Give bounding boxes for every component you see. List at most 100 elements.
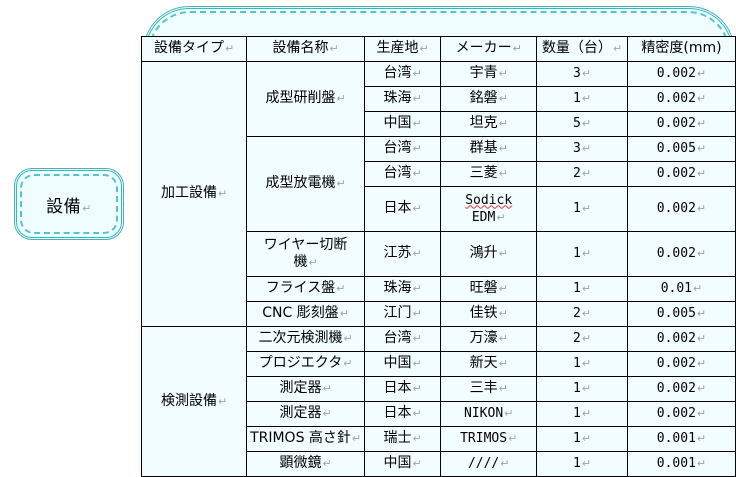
- cell-quantity[interactable]: 1↵: [536, 351, 628, 377]
- table-row[interactable]: フライス盤↵ 珠海↵ 旺磐↵ 1↵ 0.01↵: [142, 276, 736, 302]
- cell-equipment-name[interactable]: ワイヤー切断 機↵: [246, 231, 366, 277]
- cell-precision[interactable]: 0.002↵: [626, 351, 736, 377]
- cell-equipment-name[interactable]: 測定器↵: [246, 376, 366, 402]
- cell-equipment-name[interactable]: フライス盤↵: [246, 276, 366, 302]
- cell-equipment-name[interactable]: 成型研削盤↵: [246, 61, 366, 137]
- table-row[interactable]: 検測設備↵ 二次元検測機↵ 台湾↵ 万濠↵ 2↵ 0.002↵: [140, 326, 736, 477]
- cell-maker[interactable]: 三丰↵: [440, 376, 538, 402]
- header-cell-maker[interactable]: メーカー↵: [440, 36, 538, 62]
- cell-origin[interactable]: 中国↵: [364, 351, 442, 377]
- cell-precision[interactable]: 0.001↵: [626, 426, 736, 452]
- cell-maker[interactable]: TRIMOS↵: [440, 426, 538, 452]
- cell-maker[interactable]: 群基↵: [440, 136, 538, 162]
- table-row[interactable]: 日本↵ Sodick EDM↵ 1↵ 0.002↵: [142, 186, 736, 232]
- cell-precision[interactable]: 0.002↵: [626, 111, 736, 137]
- cell-quantity[interactable]: 1↵: [536, 276, 628, 302]
- origin-value: 中国: [383, 115, 412, 132]
- precision-value: 0.002: [656, 91, 696, 107]
- table-row[interactable]: 珠海↵ 銘磐↵ 1↵ 0.002↵: [142, 86, 736, 112]
- cell-quantity[interactable]: 1↵: [536, 186, 628, 232]
- cell-maker[interactable]: 宇青↵: [440, 61, 538, 87]
- cell-precision[interactable]: 0.002↵: [626, 161, 736, 187]
- cell-quantity[interactable]: 1↵: [536, 376, 628, 402]
- cell-maker[interactable]: 三菱↵: [440, 161, 538, 187]
- cell-origin[interactable]: 日本↵: [364, 376, 442, 402]
- pilcrow-mark: ↵: [581, 67, 592, 81]
- header-cell-name[interactable]: 設備名称↵: [246, 36, 366, 62]
- cell-origin[interactable]: 台湾↵: [364, 161, 442, 187]
- table-row[interactable]: 加工設備↵ 成型研削盤↵ 台湾↵ 宇青↵ 3↵ 0.002↵: [140, 61, 736, 327]
- quantity-value: 2: [573, 331, 581, 347]
- header-cell-precision[interactable]: 精密度(mm): [626, 36, 736, 62]
- table-row[interactable]: 測定器↵ 日本↵ NIKON↵ 1↵ 0.002↵: [142, 401, 736, 427]
- pilcrow-mark: ↵: [508, 432, 518, 446]
- cell-origin[interactable]: 台湾↵: [364, 136, 442, 162]
- cell-precision[interactable]: 0.005↵: [626, 301, 736, 327]
- precision-value: 0.002: [656, 381, 696, 397]
- origin-value: 江门: [383, 305, 412, 322]
- cell-equipment-name[interactable]: プロジエクタ↵: [246, 351, 366, 377]
- cell-maker[interactable]: 旺磐↵: [440, 276, 538, 302]
- cell-origin[interactable]: 江门↵: [364, 301, 442, 327]
- cell-origin[interactable]: 台湾↵: [364, 61, 442, 87]
- cell-quantity[interactable]: 1↵: [536, 401, 628, 427]
- table-row[interactable]: 台湾↵ 三菱↵ 2↵ 0.002↵: [142, 161, 736, 187]
- cell-precision[interactable]: 0.002↵: [626, 61, 736, 87]
- precision-value: 0.005: [656, 306, 696, 322]
- cell-precision[interactable]: 0.002↵: [626, 326, 736, 352]
- cell-precision[interactable]: 0.005↵: [626, 136, 736, 162]
- cell-equipment-type[interactable]: 検測設備↵: [140, 326, 248, 477]
- cell-quantity[interactable]: 1↵: [536, 86, 628, 112]
- table-row[interactable]: プロジエクタ↵ 中国↵ 新天↵ 1↵ 0.002↵: [142, 351, 736, 377]
- cell-precision[interactable]: 0.01↵: [626, 276, 736, 302]
- cell-maker[interactable]: 鴻升↵: [440, 231, 538, 277]
- cell-quantity[interactable]: 3↵: [536, 136, 628, 162]
- cell-quantity[interactable]: 1↵: [536, 426, 628, 452]
- cell-equipment-name[interactable]: 測定器↵: [246, 401, 366, 427]
- cell-equipment-name[interactable]: 二次元検測機↵: [246, 326, 366, 352]
- header-cell-type[interactable]: 設備タイプ↵: [140, 36, 248, 62]
- pilcrow-mark: ↵: [581, 332, 592, 346]
- cell-precision[interactable]: 0.002↵: [626, 401, 736, 427]
- cell-origin[interactable]: 江苏↵: [364, 231, 442, 277]
- cell-maker[interactable]: 新天↵: [440, 351, 538, 377]
- equipment-callout-shape[interactable]: 設備↵: [14, 168, 124, 240]
- equipment-table[interactable]: 設備タイプ↵ 設備名称↵ 生産地↵ メーカー↵ 数量（台）↵ 精密度(mm) 加…: [140, 36, 736, 477]
- cell-equipment-name[interactable]: CNC 彫刻盤↵: [246, 301, 366, 327]
- table-row[interactable]: ワイヤー切断 機↵ 江苏↵ 鴻升↵ 1↵ 0.002↵: [142, 231, 736, 277]
- cell-origin[interactable]: 珠海↵: [364, 86, 442, 112]
- cell-maker[interactable]: 銘磐↵: [440, 86, 538, 112]
- cell-quantity[interactable]: 2↵: [536, 301, 628, 327]
- table-row[interactable]: 測定器↵ 日本↵ 三丰↵ 1↵ 0.002↵: [142, 376, 736, 402]
- cell-equipment-name[interactable]: 成型放電機↵: [246, 136, 366, 232]
- cell-maker[interactable]: 万濠↵: [440, 326, 538, 352]
- cell-origin[interactable]: 台湾↵: [364, 326, 442, 352]
- table-row[interactable]: 成型放電機↵ 台湾↵ 群基↵ 3↵ 0.005↵: [142, 136, 736, 232]
- cell-quantity[interactable]: 2↵: [536, 161, 628, 187]
- cell-precision[interactable]: 0.002↵: [626, 231, 736, 277]
- cell-precision[interactable]: 0.002↵: [626, 186, 736, 232]
- cell-maker[interactable]: 坦克↵: [440, 111, 538, 137]
- cell-equipment-name[interactable]: TRIMOS 高さ針↵: [246, 426, 366, 452]
- cell-quantity[interactable]: 1↵: [536, 231, 628, 277]
- header-cell-quantity[interactable]: 数量（台）↵: [536, 36, 628, 62]
- cell-equipment-type[interactable]: 加工設備↵: [140, 61, 248, 327]
- cell-maker[interactable]: NIKON↵: [440, 401, 538, 427]
- cell-origin[interactable]: 中国↵: [364, 111, 442, 137]
- pilcrow-mark: ↵: [412, 382, 422, 396]
- cell-maker[interactable]: 佳铁↵: [440, 301, 538, 327]
- cell-origin[interactable]: 日本↵: [364, 401, 442, 427]
- cell-maker[interactable]: Sodick EDM↵: [440, 186, 538, 232]
- table-row[interactable]: 顕微鏡↵ 中国↵ ////↵ 1↵ 0.001↵: [142, 451, 736, 477]
- cell-quantity[interactable]: 5↵: [536, 111, 628, 137]
- cell-origin[interactable]: 日本↵: [364, 186, 442, 232]
- pilcrow-mark: ↵: [581, 142, 592, 156]
- header-cell-origin[interactable]: 生産地↵: [364, 36, 442, 62]
- cell-origin[interactable]: 瑞士↵: [364, 426, 442, 452]
- cell-quantity[interactable]: 3↵: [536, 61, 628, 87]
- cell-quantity[interactable]: 2↵: [536, 326, 628, 352]
- cell-precision[interactable]: 0.002↵: [626, 376, 736, 402]
- table-row[interactable]: TRIMOS 高さ針↵ 瑞士↵ TRIMOS↵ 1↵ 0.001↵: [142, 426, 736, 452]
- cell-origin[interactable]: 珠海↵: [364, 276, 442, 302]
- cell-precision[interactable]: 0.002↵: [626, 86, 736, 112]
